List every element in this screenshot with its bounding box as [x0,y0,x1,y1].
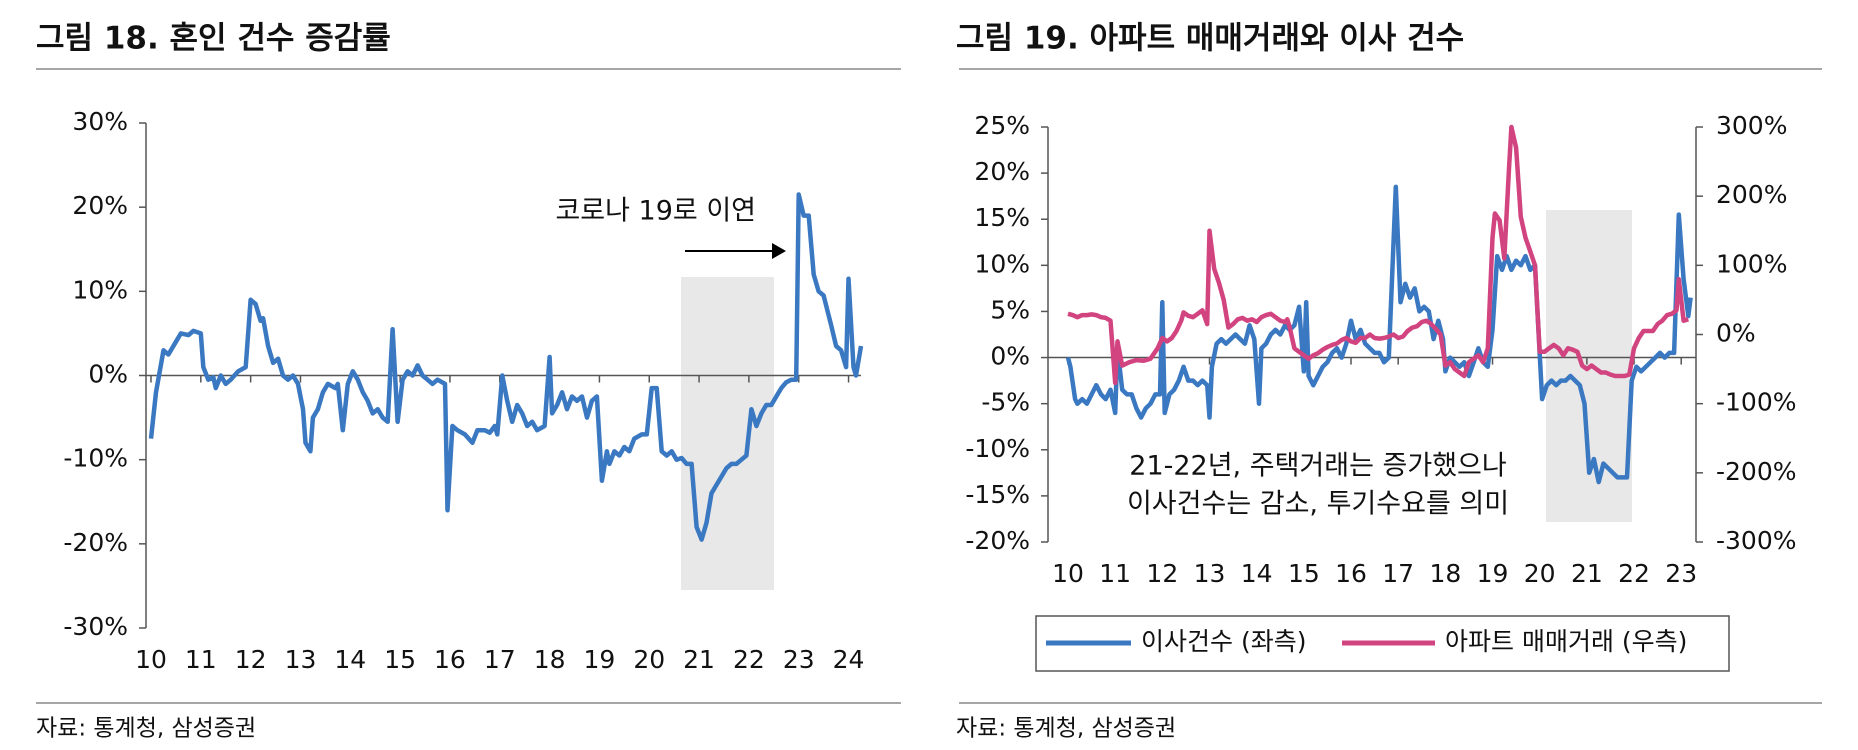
y-tick-label: 20% [974,157,1030,186]
y2-tick-label: 100% [1716,249,1787,278]
shade-region [681,277,774,590]
y-tick-label: 20% [72,191,128,220]
y-tick-label: -30% [63,612,128,641]
x-tick-label: 16 [1335,559,1367,588]
data-line [148,192,864,542]
y-tick-label: 0% [990,342,1030,371]
annotation: 코로나 19로 이연 [555,196,756,227]
legend-label: 이사건수 (좌측) [1141,627,1306,656]
annotation: 21-22년, 주택거래는 증가했으나 [1129,451,1506,482]
x-tick-label: 17 [484,645,516,674]
y2-tick-label: -300% [1716,526,1797,555]
data-line [1067,124,1689,386]
x-tick-label: 13 [1194,559,1226,588]
x-tick-label: 16 [434,645,466,674]
x-tick-label: 15 [384,645,416,674]
x-tick-label: 21 [1571,559,1603,588]
x-tick-label: 20 [1524,559,1556,588]
y-tick-label: -10% [965,434,1030,463]
y-tick-label: 5% [990,295,1030,324]
x-tick-label: 11 [185,645,217,674]
x-tick-label: 22 [1618,559,1650,588]
y-tick-label: 10% [72,275,128,304]
data-line [1065,184,1693,485]
y2-tick-label: 200% [1716,180,1787,209]
x-tick-label: 11 [1099,559,1131,588]
x-tick-label: 23 [783,645,815,674]
annotation: 이사건수는 감소, 투기수요를 의미 [1127,489,1509,520]
x-tick-label: 19 [1477,559,1509,588]
y2-tick-label: 300% [1716,111,1787,140]
x-tick-label: 20 [633,645,665,674]
x-tick-label: 14 [334,645,366,674]
y-tick-label: 30% [72,107,128,136]
x-tick-label: 23 [1665,559,1697,588]
y-tick-label: -5% [981,388,1030,417]
y2-tick-label: 0% [1716,319,1756,348]
x-tick-label: 10 [135,645,167,674]
y2-tick-label: -100% [1716,388,1797,417]
y-tick-label: -15% [965,480,1030,509]
source: 자료: 통계청, 삼성증권 [36,716,256,742]
x-tick-label: 13 [285,645,317,674]
x-tick-label: 18 [534,645,566,674]
y-tick-label: 0% [88,360,128,389]
x-tick-label: 21 [683,645,715,674]
source: 자료: 통계청, 삼성증권 [956,716,1176,742]
y-tick-label: -10% [63,444,128,473]
x-tick-label: 19 [584,645,616,674]
y-tick-label: -20% [63,528,128,557]
x-tick-label: 15 [1288,559,1320,588]
x-tick-label: 14 [1241,559,1273,588]
y2-tick-label: -200% [1716,457,1797,486]
chart-title: 그림 18. 혼인 건수 증감률 [36,21,391,57]
y-tick-label: 10% [974,249,1030,278]
y-tick-label: -20% [965,526,1030,555]
x-tick-label: 24 [833,645,865,674]
chart-title: 그림 19. 아파트 매매거래와 이사 건수 [956,21,1464,57]
x-tick-label: 17 [1382,559,1414,588]
y-tick-label: 25% [974,111,1030,140]
x-tick-label: 12 [1146,559,1178,588]
x-tick-label: 22 [733,645,765,674]
y-tick-label: 15% [974,203,1030,232]
arrow-head [772,243,786,259]
legend-label: 아파트 매매거래 (우측) [1445,627,1687,656]
x-tick-label: 18 [1429,559,1461,588]
x-tick-label: 10 [1052,559,1084,588]
x-tick-label: 12 [235,645,267,674]
